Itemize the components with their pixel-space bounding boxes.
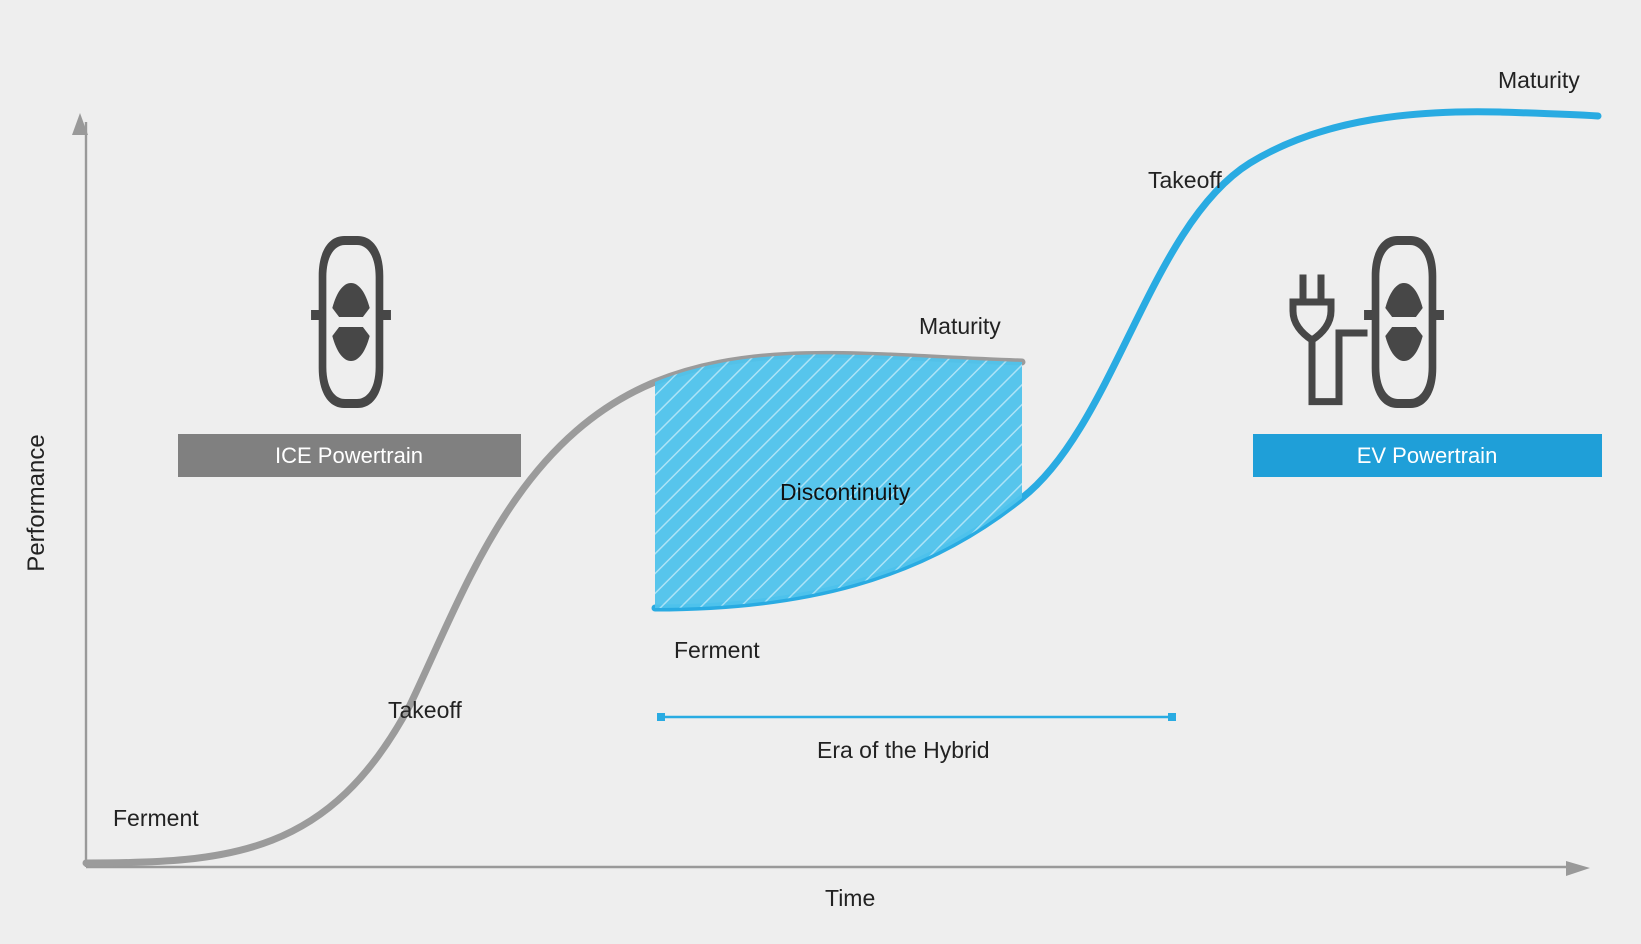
svg-text:Takeoff: Takeoff xyxy=(1148,167,1222,193)
svg-text:Maturity: Maturity xyxy=(1498,67,1580,93)
svg-text:ICE Powertrain: ICE Powertrain xyxy=(275,443,423,468)
svg-text:Performance: Performance xyxy=(23,434,50,571)
svg-text:EV Powertrain: EV Powertrain xyxy=(1357,443,1498,468)
svg-text:Discontinuity: Discontinuity xyxy=(780,479,911,505)
svg-text:Time: Time xyxy=(825,885,875,911)
svg-text:Ferment: Ferment xyxy=(113,805,199,831)
svg-text:Takeoff: Takeoff xyxy=(388,697,462,723)
svg-text:Ferment: Ferment xyxy=(674,637,760,663)
svg-text:Maturity: Maturity xyxy=(919,313,1001,339)
svg-text:Era of the Hybrid: Era of the Hybrid xyxy=(817,737,990,763)
